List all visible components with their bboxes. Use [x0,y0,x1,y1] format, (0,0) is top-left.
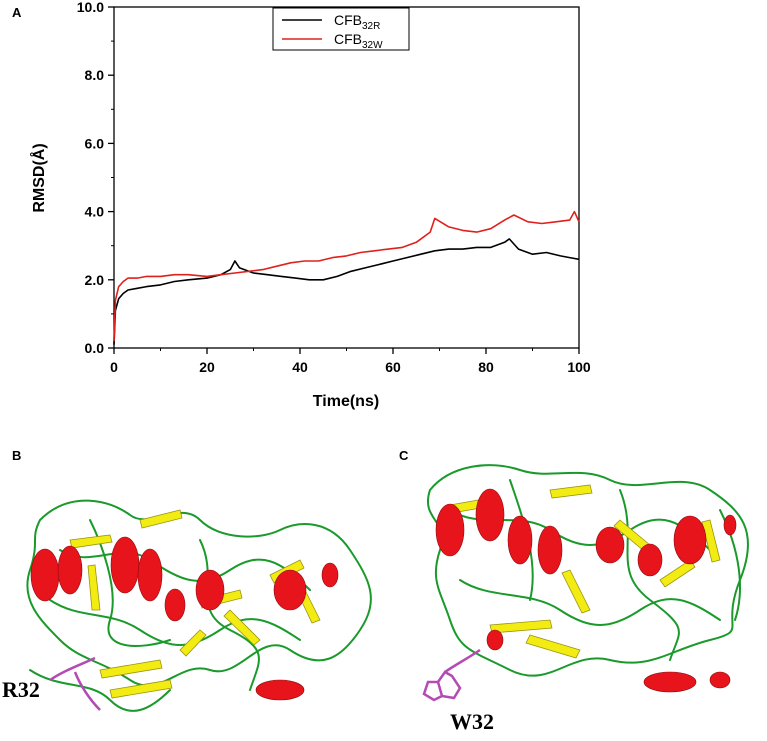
panel-label-c: C [399,448,409,463]
y-tick-label: 2.0 [85,272,105,288]
y-tick-label: 4.0 [85,204,105,220]
plot-frame [113,6,580,349]
x-axis-label: Time(ns) [313,393,379,410]
ticks-layer: 0 20 40 60 80 100 0.0 2.0 4.0 6.0 8.0 10.0 [77,0,591,375]
y-tick-label: 8.0 [85,67,105,83]
x-tick-label: 60 [385,359,401,375]
x-tick-label: 40 [292,359,308,375]
panel-label-b: B [12,448,22,463]
axes-frame [113,6,580,349]
x-tick-label: 80 [478,359,494,375]
y-axis-label: RMSD(Å) [29,143,48,212]
panel-label-a: A [12,5,22,20]
x-tick-label: 20 [199,359,215,375]
series-layer [113,210,580,345]
y-tick-label: 0.0 [85,340,105,356]
residue-r32-sidechain [49,656,101,711]
rmsd-chart: 0 20 40 60 80 100 0.0 2.0 4.0 6.0 8.0 10.0 Time(ns)… [29,0,591,410]
structure-b-image [26,499,372,712]
x-tick-label: 0 [110,359,118,375]
y-tick-label: 10.0 [77,0,104,15]
legend-label-subscript: 32R [362,21,380,32]
series-line-32r [113,238,580,345]
structure-c-image [422,464,750,702]
residue-label-w32: W32 [450,709,494,734]
legend-label-subscript: 32W [362,40,383,51]
x-tick-label: 100 [567,359,591,375]
residue-label-r32: R32 [2,677,40,702]
y-tick-label: 6.0 [85,135,105,151]
residue-w32-sidechain [422,648,481,702]
legend-box [272,7,410,51]
series-line-32w [113,210,580,342]
